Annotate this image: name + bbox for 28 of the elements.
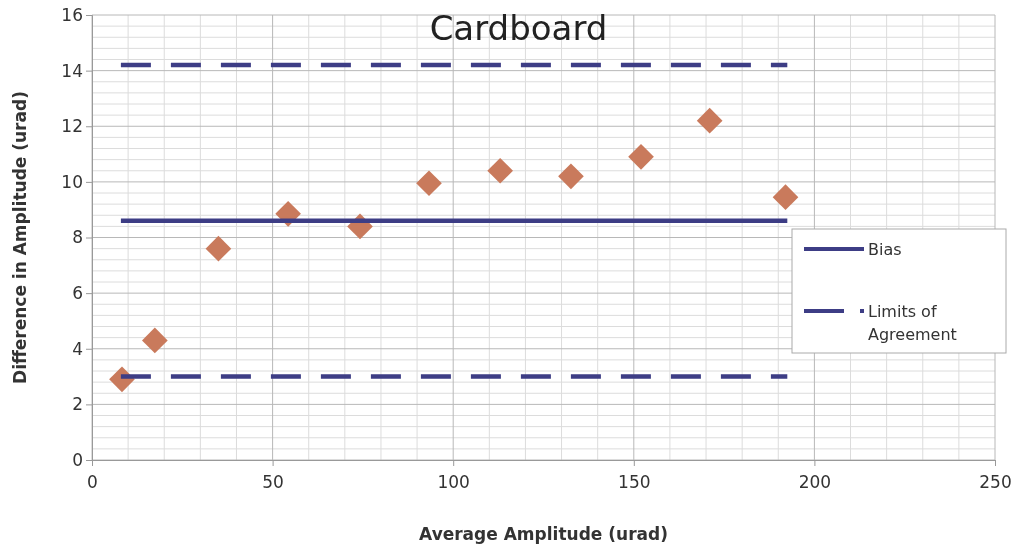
legend-label: Limits of Agreement xyxy=(868,302,957,345)
chart-title: Cardboard xyxy=(429,8,608,48)
y-axis-title: Difference in Amplitude (urad) xyxy=(10,91,30,384)
x-tick-label: 0 xyxy=(87,471,98,492)
point xyxy=(487,157,513,184)
point xyxy=(696,107,723,134)
y-tick-label: 0 xyxy=(72,449,83,470)
y-tick-label: 2 xyxy=(72,394,83,415)
x-axis-title: Average Amplitude (urad) xyxy=(419,524,668,544)
point xyxy=(628,144,654,170)
y-tick-label: 12 xyxy=(61,116,83,137)
y-tick-label: 8 xyxy=(72,227,83,248)
point xyxy=(558,163,584,190)
x-tick-label: 250 xyxy=(979,471,1012,492)
point xyxy=(772,184,799,211)
y-tick-label: 10 xyxy=(61,171,83,192)
x-tick-label: 50 xyxy=(262,471,284,492)
x-tick-label: 200 xyxy=(798,471,832,492)
point xyxy=(142,327,168,354)
x-tick-label: 100 xyxy=(437,471,470,492)
point xyxy=(416,170,442,197)
legend-label: Bias xyxy=(868,240,902,259)
y-tick-label: 4 xyxy=(72,338,83,359)
x-tick-label: 150 xyxy=(618,471,651,492)
y-tick-label: 14 xyxy=(61,60,83,81)
point xyxy=(205,235,232,262)
y-tick-label: 16 xyxy=(61,4,83,25)
y-tick-label: 6 xyxy=(72,283,83,304)
